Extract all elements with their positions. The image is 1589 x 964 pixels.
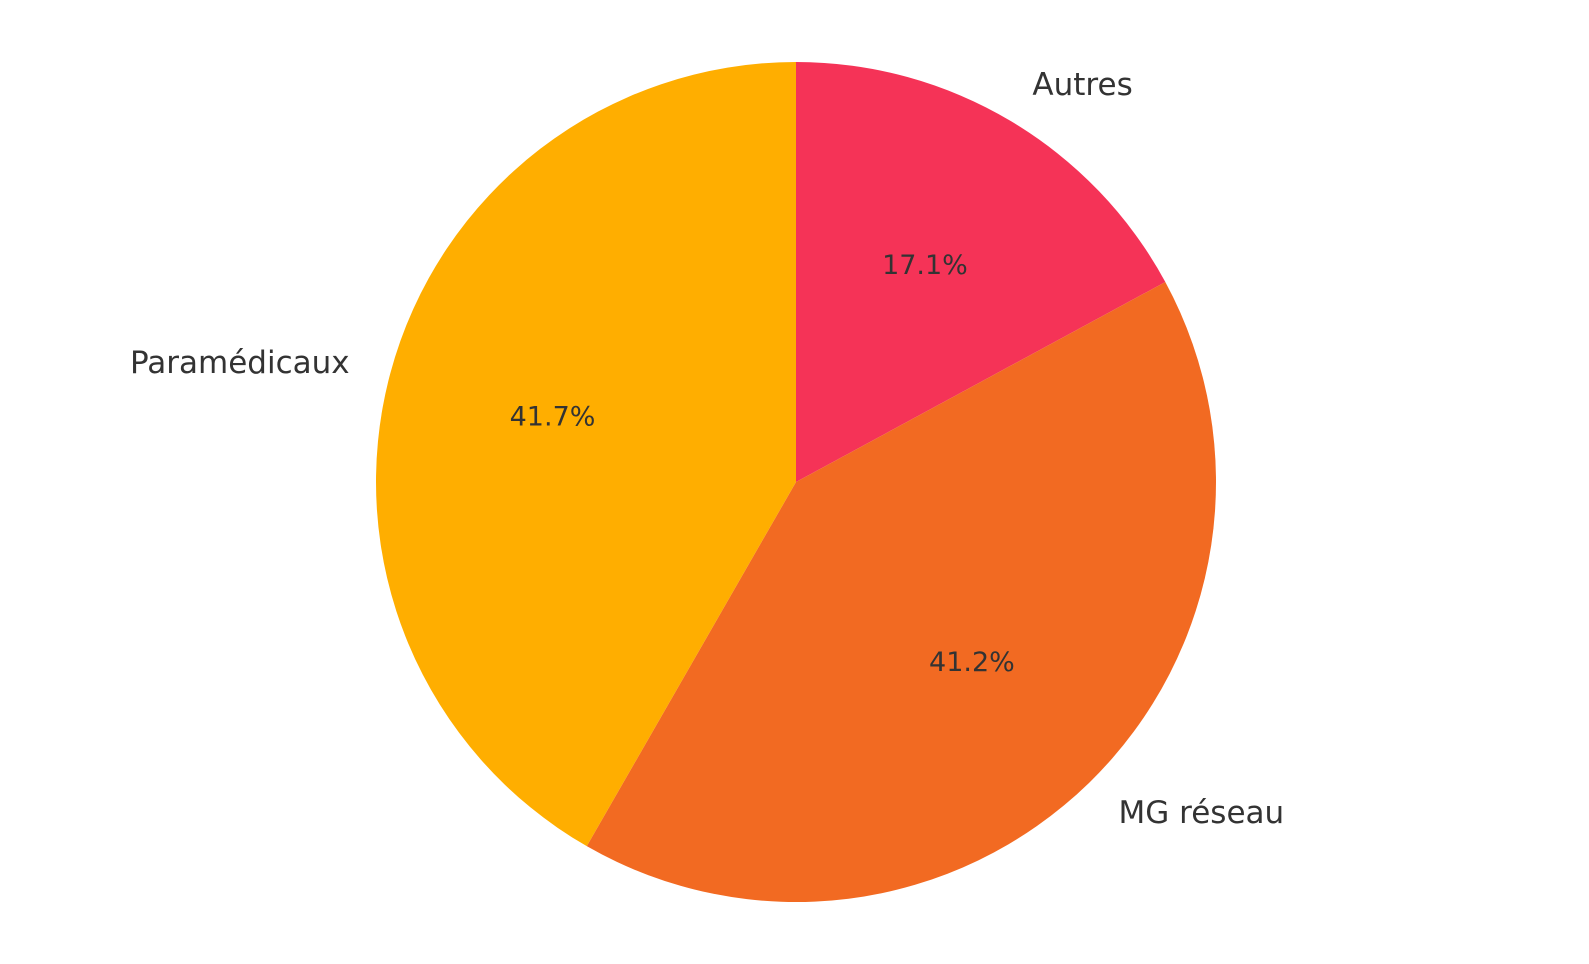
pie-category-label: MG réseau (1119, 795, 1285, 831)
pie-slice-mg-r-seau (586, 281, 1216, 902)
pie-category-label: Paramédicaux (130, 345, 350, 381)
pie-slice-autres (796, 62, 1166, 482)
pie-slices (376, 62, 1216, 902)
pie-value-label: 41.2% (929, 647, 1015, 678)
pie-labels: 17.1% Autres 41.2% MG réseau 41.7% Paramédica… (130, 67, 1284, 831)
pie-category-label: Autres (1032, 67, 1132, 103)
pie-value-label: 17.1% (882, 250, 968, 281)
pie-slice-param-dicaux (376, 62, 796, 847)
pie-value-label: 41.7% (510, 402, 596, 433)
